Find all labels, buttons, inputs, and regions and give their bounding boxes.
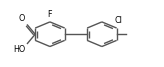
Text: HO: HO <box>14 45 26 54</box>
Text: Cl: Cl <box>114 16 122 25</box>
Text: O: O <box>19 14 25 23</box>
Text: F: F <box>48 10 52 19</box>
